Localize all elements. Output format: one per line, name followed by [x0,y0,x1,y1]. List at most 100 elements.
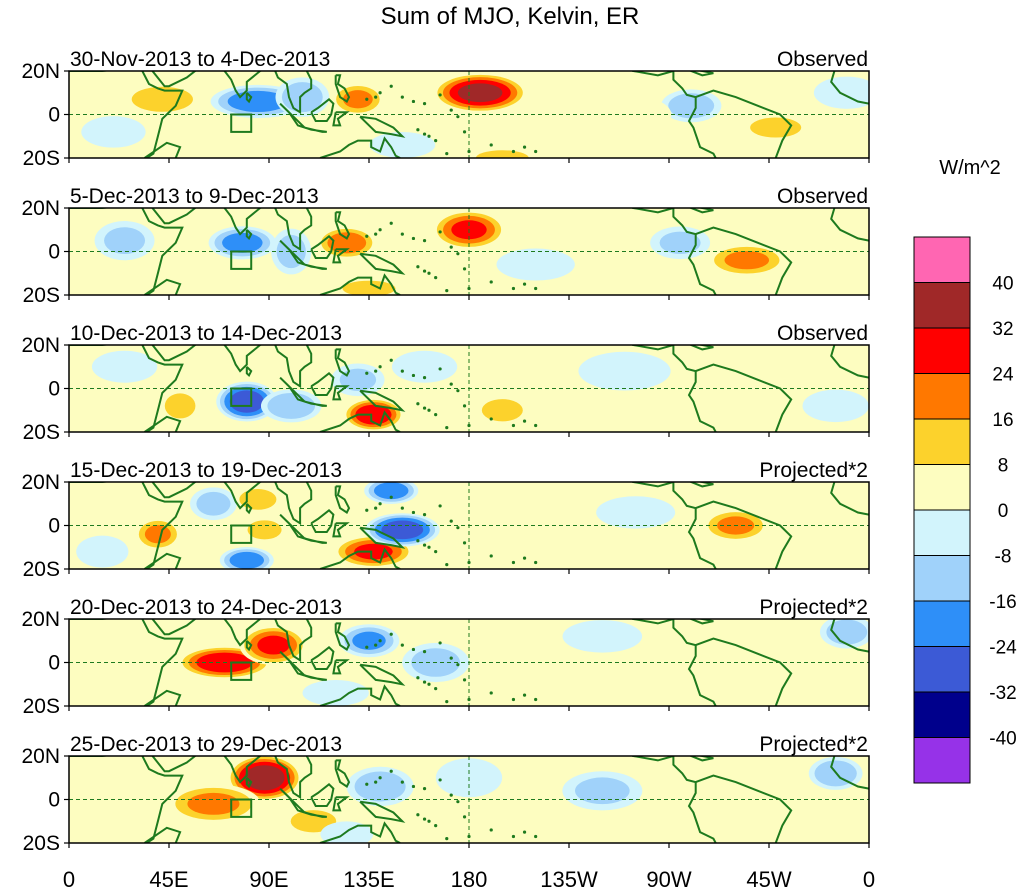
island [365,645,369,649]
panels: 20N 0 20S 30-Nov-2013 to 4-Dec-2013 Observed… [21,48,870,855]
y-tick-label: 20N [21,197,60,220]
island [445,152,449,156]
island [511,834,516,839]
colorbar-level-label: 0 [998,501,1009,522]
island [416,676,420,680]
coastline [151,756,197,773]
coastline [310,508,335,533]
panel-5: 20N 0 20S 20-Dec-2013 to 24-Dec-2013 Project… [21,596,870,718]
island [422,543,427,547]
colorbar-swatch [913,737,971,784]
anomaly-contour [578,351,671,391]
anomaly-contour [724,251,770,270]
coastline [631,345,717,432]
coastline [359,526,406,549]
y-tick-label: 20N [21,60,60,83]
coastline [332,522,350,538]
anomaly-contour [391,350,458,383]
anomaly-contour [229,551,265,569]
panel-label: Observed [777,322,868,345]
coastline [332,659,350,675]
anomaly-contour [680,642,747,675]
y-tick-label: 20S [23,147,60,170]
island [374,643,378,647]
island [534,423,538,428]
coastline [274,208,313,252]
island [422,817,427,821]
anomaly-contour [91,350,158,383]
island [467,834,471,839]
island [522,556,527,560]
anomaly-contour [196,491,231,516]
colorbar-level-label: 32 [992,319,1013,340]
colorbar-swatch [913,282,971,329]
island [400,95,404,99]
island [434,413,438,417]
island [427,408,431,412]
colorbar-level-label: 8 [998,456,1009,477]
coastline [359,800,406,823]
island [522,145,527,149]
island [422,269,427,273]
island [422,102,427,106]
x-tick-label: 45E [149,867,188,889]
coastline [334,348,351,377]
colorbar-swatch [913,555,971,602]
y-tick-label: 20N [21,471,60,494]
island [445,563,449,567]
island [467,149,471,154]
island [522,830,527,834]
coastline [310,97,335,122]
anomaly-contour [373,482,409,500]
y-tick-label: 20S [23,284,60,307]
panel-period: 5-Dec-2013 to 9-Dec-2013 [70,185,319,208]
coastline [222,619,263,647]
island [400,643,404,647]
coastline [332,796,350,812]
coastline [222,71,263,99]
island [467,560,471,565]
colorbar-swatch [913,691,971,738]
coastline [144,415,182,432]
island [449,108,453,112]
island [400,506,404,510]
coastline [304,811,327,818]
coastline [334,759,351,788]
coastline [319,547,401,569]
coastline [274,345,313,389]
island [365,234,369,238]
anomaly-contour [528,417,588,432]
colorbar-swatch [913,646,971,693]
panel-4: 20N 0 20S 15-Dec-2013 to 19-Dec-2013 Project… [21,459,870,581]
island [416,128,420,132]
anomaly-contour [229,390,264,413]
island [534,560,538,565]
coastline [631,71,717,158]
panel-period: 15-Dec-2013 to 19-Dec-2013 [70,459,342,482]
island [456,800,460,804]
island [378,502,382,506]
x-tick-label: 90E [249,867,288,889]
coastline [274,619,313,663]
colorbar-level-label: -8 [995,547,1012,568]
island [427,682,431,686]
coastline [830,208,869,242]
coastline [245,229,253,241]
anomaly-contour [802,389,869,423]
colorbar-level-label: -40 [989,729,1016,750]
x-tick-label: 180 [451,867,488,889]
island [467,423,471,428]
anomaly-contour [562,620,643,653]
anomaly-contour [175,255,229,282]
island [438,641,442,645]
island [449,793,453,797]
coastline [144,141,182,158]
island [427,271,431,275]
coastline [695,226,793,295]
coastline [695,774,793,843]
x-tick-label: 0 [63,867,75,889]
island [489,143,493,147]
anomaly-contour [247,520,282,540]
coastline [222,345,263,373]
